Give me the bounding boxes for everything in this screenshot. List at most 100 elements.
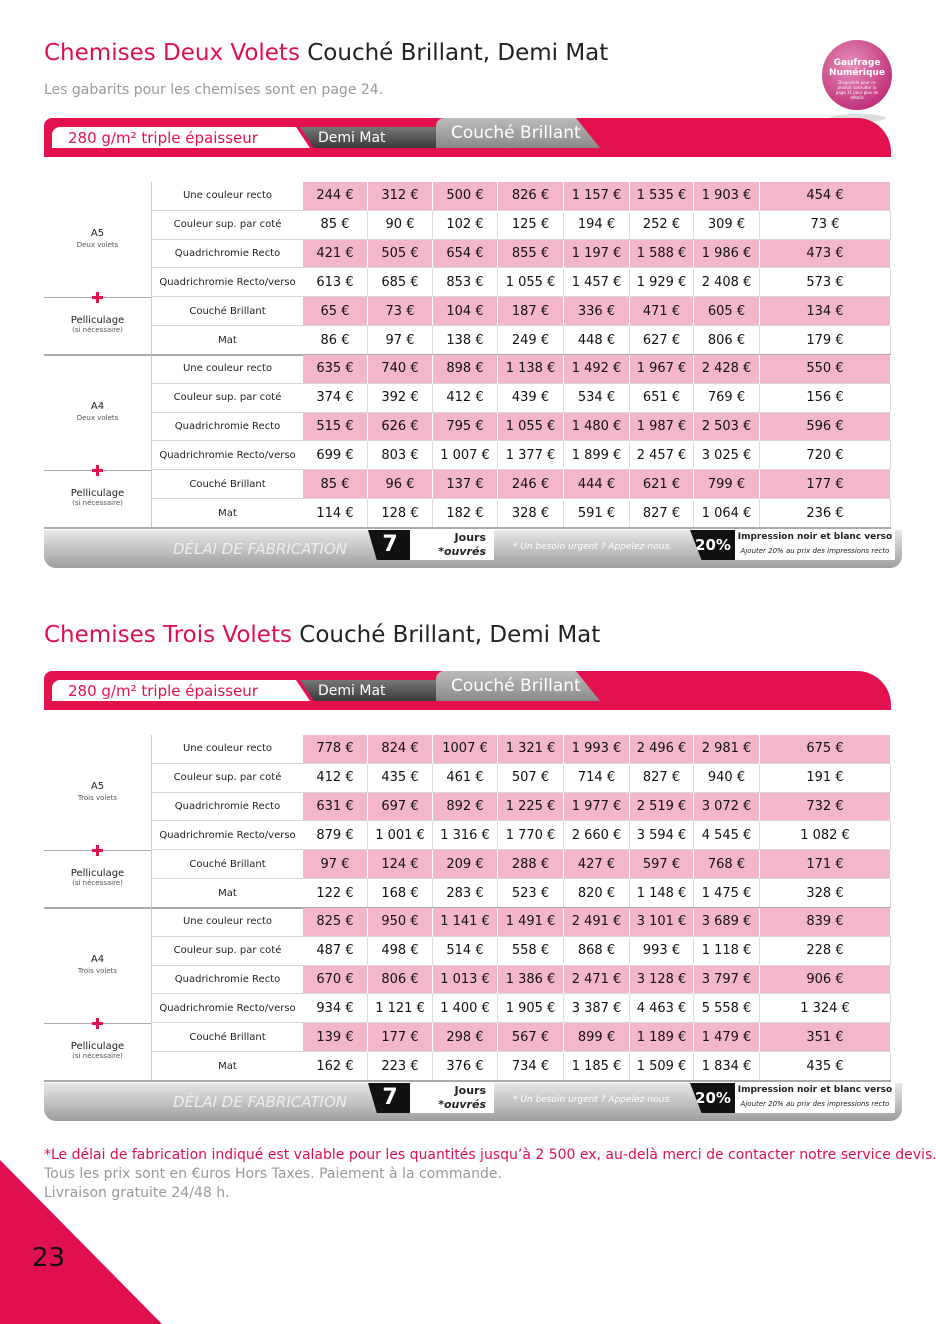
price: 209 €: [433, 850, 498, 880]
price: 853 €: [433, 268, 498, 298]
row-label: Couleur sup. par coté: [151, 763, 303, 793]
price: 128 €: [368, 499, 433, 528]
price: 1 225 €: [498, 792, 564, 822]
price: 697 €: [368, 792, 433, 822]
price: 427 €: [564, 850, 630, 880]
plus-v: [96, 845, 99, 857]
format-note: Deux volets: [76, 413, 119, 422]
column-header: 500: [388, 157, 413, 173]
price: 879 €: [303, 821, 368, 851]
price: 626 €: [368, 412, 433, 442]
price: 500 €: [433, 182, 498, 211]
price: 328 €: [760, 879, 891, 908]
price: 448 €: [564, 326, 630, 355]
price: 351 €: [760, 1023, 891, 1053]
price: 90 €: [368, 210, 433, 240]
row-label: Couleur sup. par coté: [151, 210, 303, 240]
price: 122 €: [303, 879, 368, 908]
price: 137 €: [433, 470, 498, 500]
page-number: 23: [32, 1243, 66, 1273]
price: 1 148 €: [630, 879, 694, 908]
price: 1 986 €: [694, 239, 760, 269]
price: 168 €: [368, 879, 433, 908]
price: 435 €: [760, 1052, 891, 1081]
section-title: Chemises Deux Volets Couché Brillant, De…: [44, 40, 608, 66]
price: 627 €: [630, 326, 694, 355]
price: 1 138 €: [498, 354, 564, 384]
price: 65 €: [303, 297, 368, 327]
price: 85 €: [303, 210, 368, 240]
surcharge-box: [735, 1082, 895, 1113]
price: 1 905 €: [498, 994, 564, 1024]
price: 685 €: [368, 268, 433, 298]
days-box: [410, 1082, 494, 1113]
price: 534 €: [564, 383, 630, 413]
price: 187 €: [498, 297, 564, 327]
price: 651 €: [630, 383, 694, 413]
price: 114 €: [303, 499, 368, 528]
format: A4: [90, 401, 105, 413]
price: 631 €: [303, 792, 368, 822]
format: A5: [90, 781, 105, 793]
price: 621 €: [630, 470, 694, 500]
price: 4 545 €: [694, 821, 760, 851]
price: 769 €: [694, 383, 760, 413]
price: 799 €: [694, 470, 760, 500]
finish-tab-2: Couché Brillant: [436, 671, 600, 701]
price: 1 013 €: [433, 965, 498, 995]
price: 498 €: [368, 936, 433, 966]
price: 768 €: [694, 850, 760, 880]
title-part: Couché Brillant, Demi Mat: [307, 40, 609, 66]
price: 86 €: [303, 326, 368, 355]
price: 182 €: [433, 499, 498, 528]
price: 73 €: [760, 210, 891, 240]
price: 134 €: [760, 297, 891, 327]
surcharge-note: Ajouter 20% au prix des impressions rect…: [740, 1099, 890, 1108]
surcharge: 20%: [690, 1082, 736, 1113]
format: A4: [90, 954, 105, 966]
surcharge-note: Ajouter 20% au prix des impressions rect…: [740, 546, 890, 555]
days-note: *ouvrés: [438, 1097, 486, 1111]
price: 228 €: [760, 936, 891, 966]
price: 3 128 €: [630, 965, 694, 995]
finishing-note: (si nécessaire): [72, 326, 123, 335]
price: 435 €: [368, 763, 433, 793]
price: 1 977 €: [564, 792, 630, 822]
row-label: Mat: [151, 1052, 303, 1081]
price: 635 €: [303, 354, 368, 384]
price: 3 594 €: [630, 821, 694, 851]
subtitle: Les gabarits pour les chemises sont en p…: [44, 82, 384, 98]
price: 605 €: [694, 297, 760, 327]
badge-title: Gaufrage Numérique: [822, 58, 892, 78]
price: 328 €: [498, 499, 564, 528]
badge: [822, 40, 892, 110]
price: 1 377 €: [498, 441, 564, 471]
price: 827 €: [630, 763, 694, 793]
row-label: Mat: [151, 499, 303, 528]
price: 803 €: [368, 441, 433, 471]
price: 1 834 €: [694, 1052, 760, 1081]
finishing-note: (si nécessaire): [72, 499, 123, 508]
price: 720 €: [760, 441, 891, 471]
price: 892 €: [433, 792, 498, 822]
price: 515 €: [303, 412, 368, 442]
plus-v: [96, 292, 99, 304]
price: 138 €: [433, 326, 498, 355]
row-label: Couché Brillant: [151, 850, 303, 880]
price: 826 €: [498, 182, 564, 211]
surcharge-plus: [700, 1075, 710, 1085]
price: 139 €: [303, 1023, 368, 1053]
price: 288 €: [498, 850, 564, 880]
price: 2 457 €: [630, 441, 694, 471]
price: 1 386 €: [498, 965, 564, 995]
price: 309 €: [694, 210, 760, 240]
price: 899 €: [564, 1023, 630, 1053]
row-label: Quadrichromie Recto/verso: [151, 821, 303, 851]
price: 1 001 €: [368, 821, 433, 851]
price: 392 €: [368, 383, 433, 413]
row-label: Couché Brillant: [151, 1023, 303, 1053]
finishing: Pelliculage: [70, 314, 125, 326]
price: 223 €: [368, 1052, 433, 1081]
price: 244 €: [303, 182, 368, 211]
price: 734 €: [498, 1052, 564, 1081]
